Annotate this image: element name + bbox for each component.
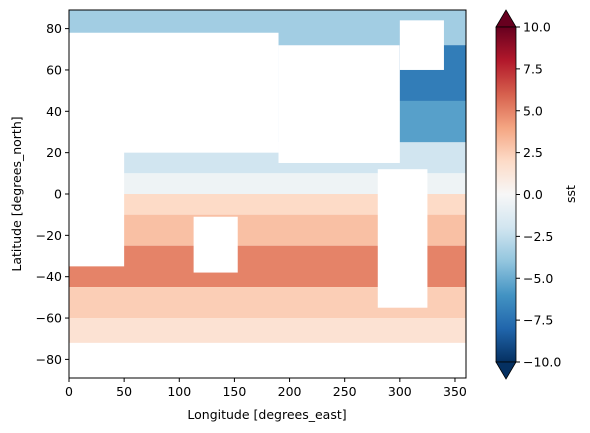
land-mask-australia [193,216,238,273]
x-tick-label: 350 [443,384,467,399]
x-tick-label: 50 [116,384,132,399]
colorbar: 10.0 7.5 5.0 2.5 0.0 −2.5 −5.0 −7.5 −10.0 sst [495,9,578,380]
colorbar-tick-label: −2.5 [523,229,553,244]
land-mask-south-america [377,169,428,308]
y-tick-label: 20 [46,145,62,160]
x-tick-label: 150 [222,384,246,399]
colorbar-tick-label: 7.5 [523,61,543,76]
colorbar-tick-label: 5.0 [523,103,543,118]
x-axis: 0 50 100 150 200 250 300 350 [65,378,467,399]
y-tick-label: −20 [36,228,62,243]
x-tick-label: 200 [278,384,302,399]
land-mask-greenland [399,20,444,70]
y-tick-label: −60 [36,311,62,326]
colorbar-tick-label: 10.0 [523,20,551,35]
colorbar-tick-label: −7.5 [523,313,553,328]
colorbar-label: sst [563,185,578,203]
colorbar-extend-min [495,361,517,380]
colorbar-tick-label: 2.5 [523,145,543,160]
x-axis-label: Longitude [degrees_east] [187,407,346,422]
y-tick-label: 40 [46,104,62,119]
colorbar-tick-label: −10.0 [523,355,561,370]
sst-band [69,194,466,215]
land-mask-layer [69,20,466,378]
sst-field [69,10,466,378]
y-axis-label: Latitude [degrees_north] [9,116,24,271]
x-tick-label: 250 [333,384,357,399]
y-tick-label: −40 [36,269,62,284]
colorbar-extend-max [495,9,517,28]
y-tick-label: 0 [54,187,62,202]
colorbar-ticks: 10.0 7.5 5.0 2.5 0.0 −2.5 −5.0 −7.5 −10.0 [516,20,561,370]
plot-area [68,9,467,379]
x-tick-label: 0 [65,384,73,399]
y-axis: −80 −60 −40 −20 0 20 40 60 80 [36,21,69,367]
y-tick-label: −80 [36,352,62,367]
sst-band [69,173,466,194]
land-mask-africa [69,121,125,267]
land-mask-north-america [278,45,400,163]
y-tick-label: 60 [46,62,62,77]
colorbar-tick-label: −5.0 [523,271,553,286]
land-mask-antarctica [69,342,466,378]
colorbar-tick-label: 0.0 [523,187,543,202]
y-tick-label: 80 [46,21,62,36]
x-tick-label: 100 [167,384,191,399]
x-tick-label: 300 [388,384,412,399]
colorbar-gradient [495,26,517,363]
